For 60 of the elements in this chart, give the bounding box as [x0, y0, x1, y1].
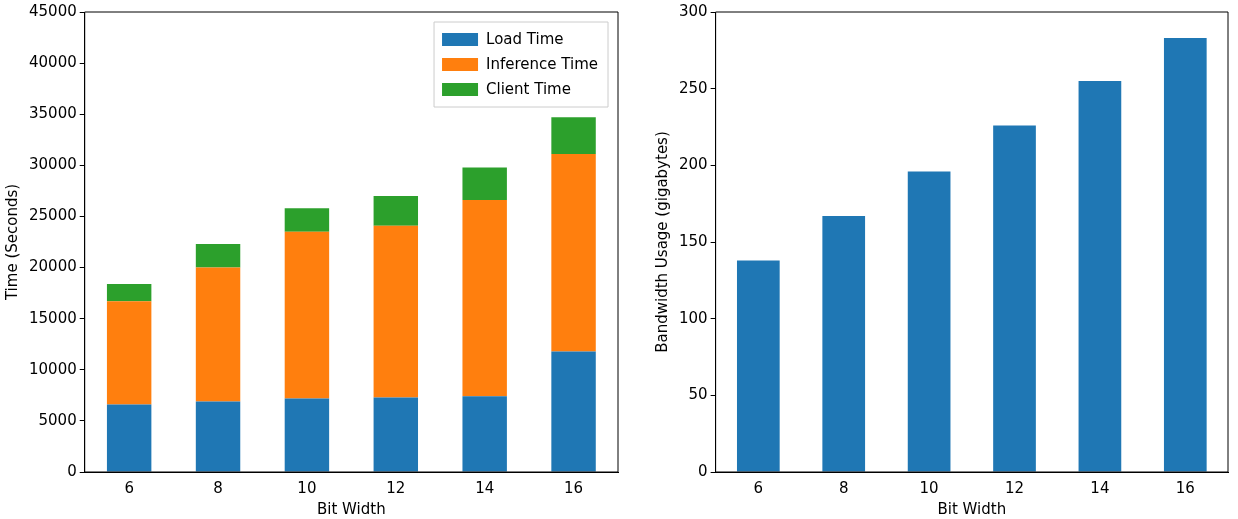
y-axis-title: Bandwidth Usage (gigabytes)	[652, 131, 671, 353]
x-tick-label: 8	[213, 478, 223, 497]
bar	[736, 260, 780, 472]
x-tick-label: 14	[475, 478, 495, 497]
legend-label: Client Time	[486, 79, 571, 98]
y-axis-title: Time (Seconds)	[2, 183, 21, 302]
y-tick-label: 0	[698, 461, 708, 480]
bar	[551, 351, 596, 472]
y-tick-label: 100	[678, 308, 708, 327]
y-tick-label: 35000	[29, 104, 77, 123]
bar	[1163, 38, 1207, 472]
y-tick-label: 50	[688, 385, 708, 404]
y-tick-label: 10000	[29, 359, 77, 378]
bar	[993, 125, 1036, 472]
bar	[462, 396, 507, 472]
legend-label: Load Time	[486, 29, 564, 48]
x-axis-title: Bit Width	[317, 499, 386, 518]
y-tick-label: 300	[678, 1, 708, 20]
x-tick-label: 12	[386, 478, 406, 497]
x-tick-label: 14	[1090, 478, 1110, 497]
bar	[373, 225, 419, 398]
y-tick-label: 45000	[29, 1, 77, 20]
x-tick-label: 8	[838, 478, 849, 497]
y-tick-label: 15000	[29, 308, 77, 327]
bar	[1078, 81, 1122, 472]
x-tick-label: 6	[753, 478, 764, 497]
bar	[284, 398, 330, 472]
bar	[462, 200, 507, 397]
y-tick-label: 150	[678, 231, 708, 250]
x-tick-label: 12	[1004, 478, 1025, 497]
y-tick-label: 40000	[29, 53, 77, 71]
y-tick-label: 200	[678, 155, 708, 174]
bar	[106, 301, 152, 405]
y-tick-label: 25000	[29, 206, 77, 225]
legend-label: Inference Time	[486, 54, 598, 73]
bar	[373, 196, 419, 226]
bar	[106, 404, 152, 472]
bar	[106, 283, 152, 302]
x-tick-label: 16	[1175, 478, 1195, 497]
bar	[284, 231, 330, 399]
y-tick-label: 0	[67, 461, 77, 480]
bar	[907, 171, 951, 472]
bar	[462, 167, 507, 201]
x-axis-title: Bit Width	[937, 499, 1007, 518]
bar	[822, 215, 866, 472]
bar	[195, 267, 241, 402]
x-tick-label: 16	[564, 478, 584, 497]
bar	[195, 244, 241, 268]
x-tick-label: 10	[297, 478, 317, 497]
bar	[195, 401, 241, 472]
y-tick-label: 250	[678, 78, 708, 97]
bar	[551, 154, 596, 352]
x-tick-label: 10	[919, 478, 939, 497]
bar	[284, 208, 330, 232]
y-tick-label: 30000	[29, 155, 77, 174]
bar	[551, 117, 596, 155]
x-tick-label: 6	[124, 478, 134, 497]
y-tick-label: 5000	[38, 410, 77, 429]
bar	[373, 397, 419, 472]
y-tick-label: 20000	[29, 257, 77, 276]
